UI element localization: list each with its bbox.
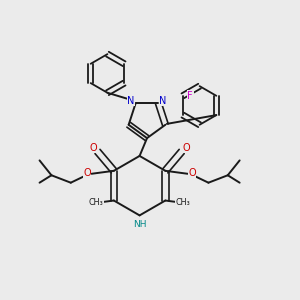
- Text: NH: NH: [133, 220, 146, 230]
- Text: F: F: [188, 91, 193, 101]
- Text: N: N: [127, 96, 135, 106]
- Text: N: N: [160, 96, 167, 106]
- Text: O: O: [89, 143, 97, 153]
- Text: O: O: [188, 168, 196, 178]
- Text: CH₃: CH₃: [176, 197, 190, 206]
- Text: O: O: [182, 143, 190, 153]
- Text: CH₃: CH₃: [88, 197, 104, 206]
- Text: O: O: [83, 168, 91, 178]
